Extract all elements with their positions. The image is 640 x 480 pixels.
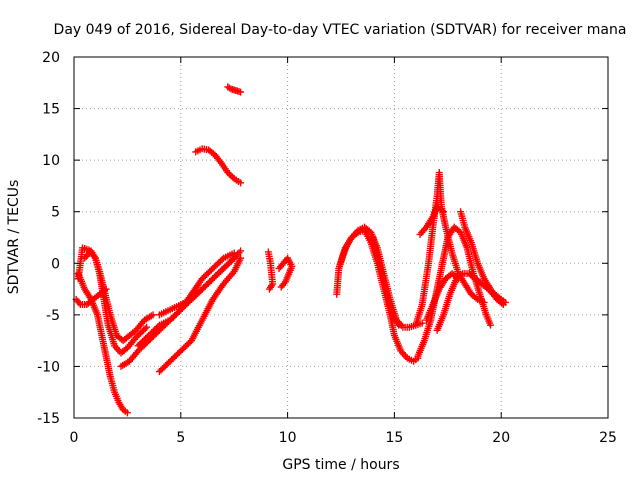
- data-point: [143, 323, 151, 331]
- x-tick-label: 10: [279, 430, 297, 446]
- data-point: [229, 173, 237, 181]
- x-tick-label: 0: [70, 430, 79, 446]
- y-tick-label: 0: [51, 256, 60, 272]
- data-point: [395, 321, 403, 329]
- y-tick-label: 15: [42, 102, 60, 118]
- plot-frame: [73, 56, 609, 419]
- series-trace-i: [192, 145, 245, 187]
- y-tick-label: 20: [42, 50, 60, 66]
- y-tick-label: -15: [37, 411, 60, 427]
- series-trace-g: [155, 254, 245, 376]
- series-trace-l: [275, 254, 296, 291]
- series-trace-t: [422, 270, 462, 324]
- series-trace-u: [457, 208, 507, 309]
- data-point: [438, 206, 446, 214]
- data-point: [487, 321, 495, 329]
- series-trace-v: [465, 270, 505, 303]
- axis-ticks: [73, 56, 609, 419]
- data-point: [141, 325, 149, 333]
- data-point: [154, 323, 162, 331]
- data-point: [237, 247, 245, 255]
- data-point: [457, 271, 465, 279]
- data-point: [100, 286, 108, 294]
- data-point: [123, 409, 131, 417]
- series-trace-r: [416, 203, 448, 238]
- y-tick-label: 5: [51, 205, 60, 221]
- y-axis-title: SDTVAR / TECUs: [6, 180, 22, 295]
- data-point: [440, 208, 448, 216]
- data-point: [218, 256, 226, 264]
- series-trace-o: [369, 234, 403, 329]
- data-point: [237, 254, 245, 262]
- y-tick-label: 10: [42, 153, 60, 169]
- series-trace-k: [264, 248, 277, 293]
- data-point: [499, 301, 507, 309]
- x-axis-title: GPS time / hours: [282, 457, 399, 473]
- y-tick-label: -5: [46, 308, 60, 324]
- y-tick-labels: -15 -10 -5 0 5 10 15 20: [37, 50, 60, 427]
- data-point: [454, 275, 462, 283]
- grid-lines: [74, 57, 608, 418]
- data-point: [237, 88, 245, 96]
- chart-title: Day 049 of 2016, Sidereal Day-to-day VTE…: [54, 22, 627, 38]
- data-point: [237, 179, 245, 187]
- x-tick-labels: 0 5 10 15 20 25: [70, 430, 617, 446]
- series-trace-j: [224, 83, 245, 96]
- x-tick-label: 25: [599, 430, 617, 446]
- data-point: [227, 172, 235, 180]
- series-trace-a: [74, 270, 131, 417]
- data-point: [224, 169, 232, 177]
- series-trace-d: [72, 285, 110, 309]
- data-points: [72, 83, 509, 417]
- data-point: [480, 298, 488, 306]
- y-tick-label: -10: [37, 359, 60, 375]
- data-point: [453, 273, 461, 281]
- data-point: [483, 284, 491, 292]
- data-point: [472, 294, 480, 302]
- data-point: [229, 256, 237, 264]
- x-tick-label: 15: [385, 430, 403, 446]
- x-tick-label: 20: [492, 430, 510, 446]
- data-point: [277, 283, 285, 291]
- x-tick-label: 5: [176, 430, 185, 446]
- series-trace-q: [412, 169, 488, 329]
- data-point: [225, 84, 233, 92]
- data-point: [497, 295, 505, 303]
- data-point: [265, 285, 273, 293]
- series-trace-f: [134, 249, 238, 350]
- series-trace-h: [155, 247, 245, 319]
- data-point: [225, 170, 233, 178]
- series-trace-b: [74, 244, 151, 357]
- data-point: [149, 311, 157, 319]
- data-point: [102, 285, 110, 293]
